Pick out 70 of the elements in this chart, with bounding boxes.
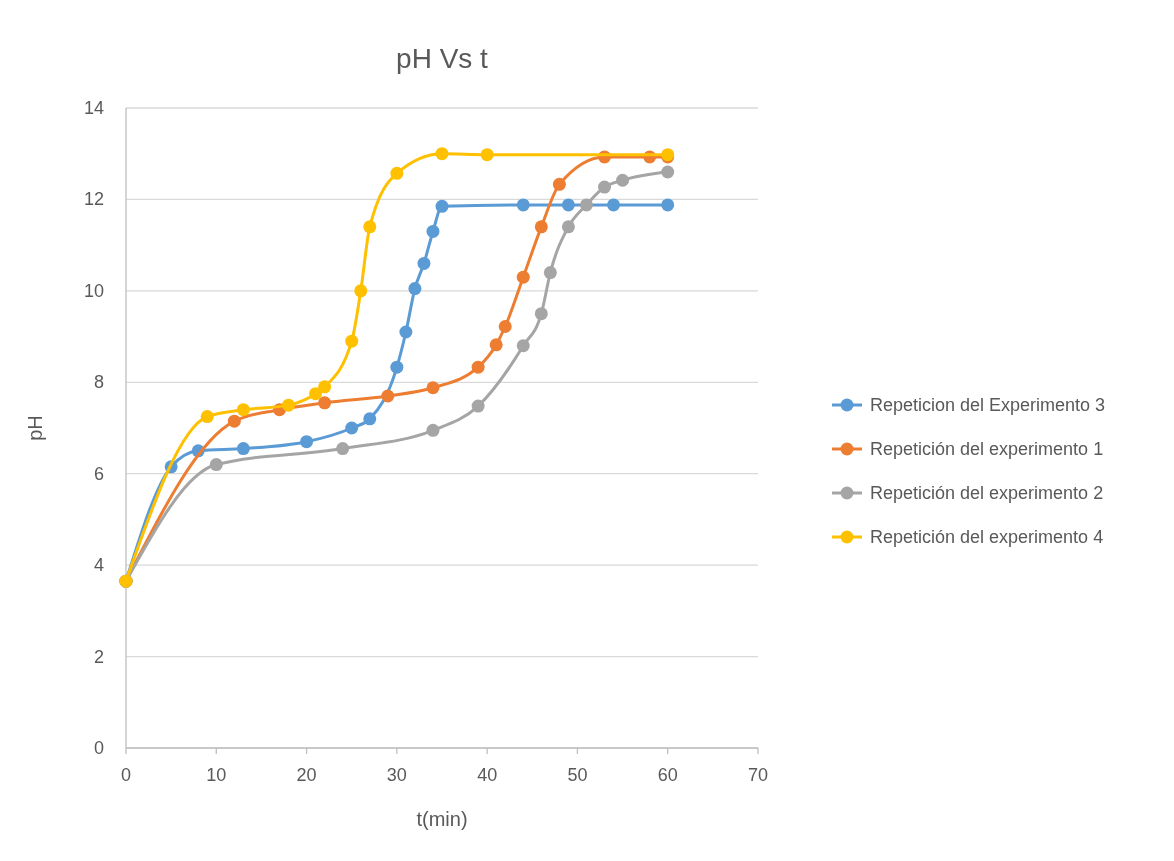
x-tick-label: 30 (386, 765, 407, 785)
point (471, 360, 485, 374)
point (200, 410, 214, 424)
x-tick-label: 70 (747, 765, 769, 785)
y-axis-title: pH (24, 415, 46, 441)
x-tick-label: 40 (477, 765, 498, 785)
y-tick-label: 6 (93, 463, 104, 484)
point (381, 389, 395, 403)
point (300, 435, 314, 449)
point (534, 220, 548, 234)
point (435, 199, 449, 213)
point (426, 381, 440, 395)
point (318, 380, 332, 394)
point (661, 165, 675, 179)
point (363, 220, 377, 234)
legend-label: Repetición del experimento 2 (870, 483, 1104, 503)
point (607, 198, 621, 212)
point (236, 442, 250, 456)
x-tick-label: 0 (120, 765, 132, 785)
point (354, 284, 368, 298)
x-tick-label: 50 (567, 765, 588, 785)
y-tick-label: 2 (93, 646, 104, 667)
point (561, 198, 575, 212)
point (209, 458, 223, 472)
x-tick-label: 10 (206, 765, 227, 785)
point (363, 412, 377, 426)
point (498, 320, 512, 334)
point (516, 270, 530, 284)
x-axis-title: t(min) (416, 808, 468, 830)
point (390, 166, 404, 180)
point (417, 256, 431, 270)
y-tick-label: 14 (83, 98, 104, 118)
point (399, 325, 413, 339)
point (616, 173, 630, 187)
legend-label: Repetición del experimento 1 (870, 439, 1104, 459)
point (435, 147, 449, 161)
point (516, 339, 530, 353)
point (426, 224, 440, 238)
point (543, 266, 557, 280)
point (345, 421, 359, 435)
x-tick-label: 60 (657, 765, 678, 785)
point (345, 334, 359, 348)
point (408, 282, 422, 296)
legend-label: Repeticion del Experimento 3 (870, 395, 1106, 415)
point (579, 198, 593, 212)
point (534, 307, 548, 321)
y-tick-label: 10 (83, 280, 104, 301)
point (282, 398, 296, 412)
point (227, 414, 241, 428)
point (309, 387, 323, 401)
point (561, 220, 575, 234)
point (480, 148, 494, 162)
point (516, 198, 530, 212)
point (598, 180, 612, 194)
y-tick-label: 8 (93, 372, 104, 393)
point (318, 396, 332, 410)
x-tick-label: 20 (296, 765, 317, 785)
point (390, 360, 404, 374)
point (336, 442, 350, 456)
point (471, 399, 485, 413)
y-tick-label: 12 (83, 189, 104, 210)
legend-label: Repetición del experimento 4 (870, 527, 1104, 547)
point (489, 338, 503, 352)
point (552, 177, 566, 191)
point (661, 198, 675, 212)
point (426, 423, 440, 437)
y-tick-label: 4 (93, 555, 104, 576)
point (236, 403, 250, 417)
chart-title: pH Vs t (396, 43, 489, 74)
y-tick-label: 0 (93, 738, 104, 758)
